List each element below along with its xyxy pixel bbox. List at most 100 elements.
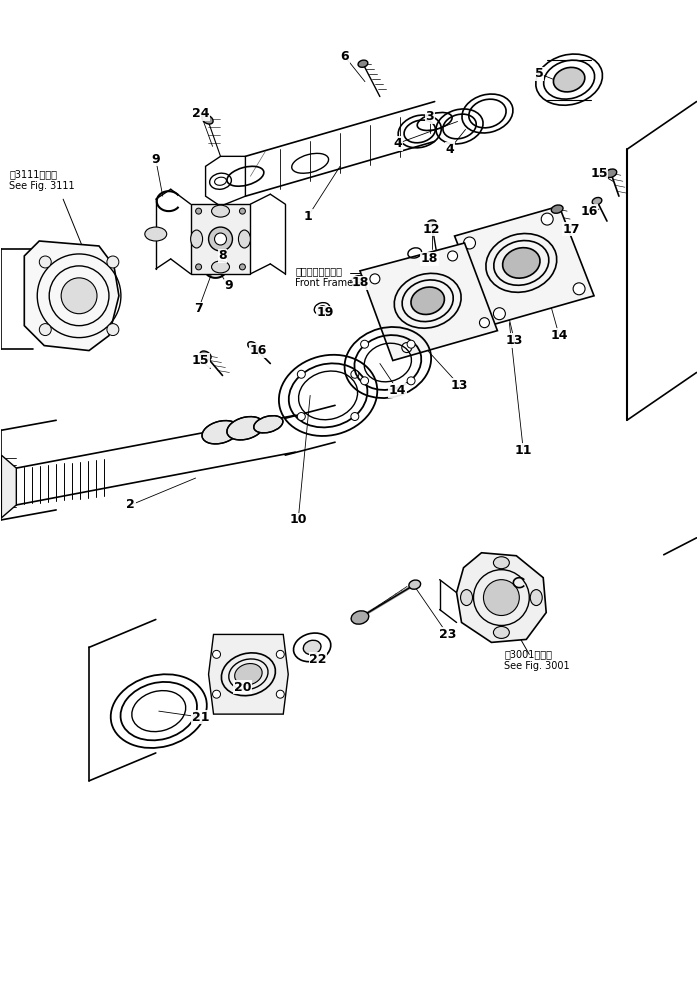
Circle shape	[361, 377, 369, 385]
Text: 14: 14	[389, 384, 406, 397]
Circle shape	[541, 214, 554, 225]
Text: 4: 4	[445, 143, 454, 155]
Text: 14: 14	[551, 329, 568, 342]
Circle shape	[463, 237, 475, 249]
Text: 4: 4	[394, 137, 402, 150]
Ellipse shape	[605, 169, 617, 177]
Text: 図3001図参照
See Fig. 3001: 図3001図参照 See Fig. 3001	[505, 649, 570, 671]
Ellipse shape	[427, 220, 436, 226]
Text: 8: 8	[218, 249, 227, 263]
Circle shape	[61, 277, 97, 314]
Circle shape	[276, 650, 284, 658]
Ellipse shape	[530, 589, 542, 605]
Text: 19: 19	[316, 306, 334, 319]
Circle shape	[276, 690, 284, 699]
Ellipse shape	[411, 287, 445, 315]
Text: 3: 3	[425, 110, 434, 123]
Circle shape	[213, 690, 221, 699]
Text: 15: 15	[192, 354, 209, 367]
Circle shape	[214, 233, 226, 245]
Text: 5: 5	[535, 67, 544, 80]
Ellipse shape	[235, 663, 262, 685]
Circle shape	[213, 650, 221, 658]
Circle shape	[407, 340, 415, 348]
Text: 15: 15	[591, 166, 608, 180]
Text: 23: 23	[439, 628, 456, 641]
Text: 22: 22	[309, 652, 327, 666]
Text: 7: 7	[194, 302, 203, 315]
Polygon shape	[454, 206, 594, 326]
Ellipse shape	[239, 230, 251, 248]
Circle shape	[447, 251, 458, 261]
Ellipse shape	[592, 198, 602, 205]
Text: 13: 13	[451, 379, 468, 392]
Ellipse shape	[248, 341, 257, 349]
Ellipse shape	[493, 627, 510, 639]
Text: 12: 12	[423, 222, 440, 235]
Polygon shape	[456, 553, 547, 643]
Ellipse shape	[409, 580, 421, 589]
Text: 18: 18	[351, 277, 369, 289]
Polygon shape	[360, 243, 498, 360]
Circle shape	[351, 412, 359, 420]
Circle shape	[297, 412, 305, 420]
Ellipse shape	[551, 205, 563, 214]
Circle shape	[195, 264, 202, 270]
Circle shape	[351, 370, 359, 378]
Text: 20: 20	[234, 681, 251, 694]
Text: 18: 18	[421, 253, 438, 266]
Ellipse shape	[211, 205, 230, 217]
Ellipse shape	[202, 420, 239, 444]
Circle shape	[484, 580, 519, 616]
Ellipse shape	[355, 278, 361, 283]
Circle shape	[573, 282, 585, 295]
Ellipse shape	[461, 589, 473, 605]
Text: 21: 21	[192, 710, 209, 723]
Circle shape	[402, 342, 412, 352]
Ellipse shape	[318, 306, 326, 312]
Ellipse shape	[202, 115, 213, 124]
Text: 13: 13	[505, 335, 523, 347]
Ellipse shape	[304, 641, 321, 654]
Ellipse shape	[227, 416, 264, 440]
Circle shape	[361, 340, 369, 348]
Text: 第3111図参照
See Fig. 3111: 第3111図参照 See Fig. 3111	[9, 169, 75, 191]
Ellipse shape	[351, 611, 369, 624]
Circle shape	[239, 264, 246, 270]
Text: フロントフレーム
Front Frame: フロントフレーム Front Frame	[295, 266, 353, 287]
Ellipse shape	[144, 227, 167, 241]
Ellipse shape	[554, 67, 585, 92]
Ellipse shape	[358, 60, 368, 67]
Polygon shape	[1, 456, 16, 518]
Circle shape	[39, 256, 51, 268]
Circle shape	[195, 209, 202, 215]
Ellipse shape	[493, 557, 510, 569]
Polygon shape	[209, 635, 288, 714]
Circle shape	[39, 324, 51, 336]
Text: 17: 17	[563, 222, 580, 235]
Circle shape	[297, 370, 305, 378]
Text: 11: 11	[514, 444, 532, 457]
Ellipse shape	[503, 248, 540, 278]
Text: 1: 1	[304, 210, 313, 222]
Circle shape	[480, 318, 489, 328]
Ellipse shape	[211, 261, 230, 273]
Circle shape	[239, 209, 246, 215]
Text: 10: 10	[290, 514, 307, 526]
Text: 24: 24	[192, 107, 209, 120]
Text: 2: 2	[126, 499, 135, 512]
Ellipse shape	[200, 351, 211, 360]
Circle shape	[209, 227, 232, 251]
Text: 6: 6	[341, 50, 349, 63]
Circle shape	[107, 256, 119, 268]
Polygon shape	[24, 241, 119, 350]
Ellipse shape	[191, 230, 202, 248]
Text: 16: 16	[250, 344, 267, 357]
Circle shape	[407, 377, 415, 385]
Text: 9: 9	[224, 279, 233, 292]
Circle shape	[370, 274, 380, 283]
Text: 9: 9	[151, 153, 160, 166]
Polygon shape	[191, 204, 251, 274]
Text: 16: 16	[580, 205, 597, 217]
Circle shape	[493, 308, 505, 320]
